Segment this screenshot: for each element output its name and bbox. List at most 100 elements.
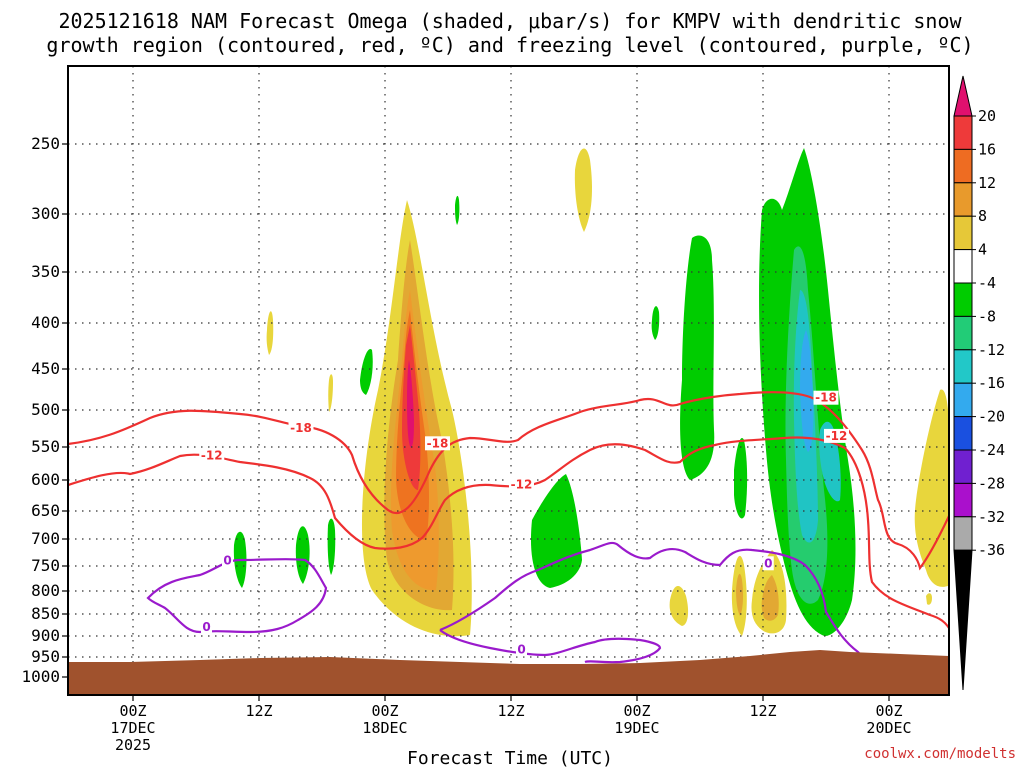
x-tick-label: 00Z (119, 702, 146, 720)
colorbar-segment (953, 349, 973, 384)
credit-text: coolwx.com/modelts (864, 746, 1016, 762)
omega-shade-region (407, 360, 414, 448)
x-tick-label: 2025 (115, 736, 151, 754)
dgz-contour-label: -12 (201, 449, 223, 463)
plot-border (67, 65, 950, 696)
x-tick-label: 19DEC (614, 719, 659, 737)
freezing-level-contour (146, 558, 328, 634)
y-tick-label: 450 (31, 359, 60, 378)
y-tick-label: 550 (31, 437, 60, 456)
y-tick-label: 600 (31, 470, 60, 489)
colorbar-segment (953, 315, 973, 351)
dgz-label-bg (813, 390, 839, 405)
colorbar-label: -16 (978, 374, 1005, 392)
omega-shade-region (926, 593, 932, 605)
y-tick-label: 500 (31, 400, 60, 419)
dgz-contour-label: -18 (815, 391, 837, 405)
colorbar-segment (953, 249, 973, 284)
freezing-label-bg (201, 620, 212, 635)
colorbar-label: 20 (978, 107, 996, 125)
contour-labels: -18 -18 -18 -12 -12 -12 0 0 0 0 (199, 390, 849, 657)
y-tick-label: 1000 (21, 667, 60, 686)
colorbar-label: -24 (978, 441, 1005, 459)
omega-shade-region (800, 330, 814, 452)
y-tick-label: 950 (31, 647, 60, 666)
y-tick-label: 250 (31, 134, 60, 153)
omega-shade-region (734, 438, 748, 519)
y-tick-label: 400 (31, 313, 60, 332)
freezing-label-bg (222, 553, 233, 568)
colorbar-label: -8 (978, 307, 996, 325)
omega-shade-region (736, 573, 744, 616)
freezing-level-contour (439, 629, 662, 664)
omega-shade-region (651, 306, 660, 340)
colorbar-label: -12 (978, 341, 1005, 359)
omega-shade-region (327, 518, 336, 575)
colorbar-label: 8 (978, 207, 987, 225)
freezing-contour-label: 0 (202, 620, 210, 634)
plot-content: -18 -18 -18 -12 -12 -12 0 0 0 0 (68, 66, 949, 695)
y-tick-label: 350 (31, 262, 60, 281)
x-tick-label: 00Z (623, 702, 650, 720)
omega-shade-region (360, 349, 373, 395)
dgz-contour-label: -18 (427, 436, 449, 450)
freezing-label-bg (762, 556, 774, 571)
x-tick-label: 12Z (749, 702, 776, 720)
x-tick-label: 17DEC (110, 719, 155, 737)
omega-shade-region (914, 389, 949, 587)
y-tick-label: 700 (31, 529, 60, 548)
colorbar-segment (953, 148, 973, 184)
dgz-isotherm (68, 436, 949, 629)
ground-terrain (68, 650, 949, 695)
colorbar-segment (953, 182, 973, 217)
freezing-level-contour (439, 541, 876, 671)
colorbar-label: -36 (978, 541, 1005, 559)
dgz-contour-label: -12 (826, 429, 848, 443)
dgz-contour-label: -12 (511, 477, 533, 491)
colorbar: 20 16 12 8 4 -4 -8 -12 -16 -20 -24 -28 -32 -36 (953, 75, 1005, 691)
dgz-contour-label: -18 (290, 421, 312, 435)
freezing-contour-label: 0 (223, 554, 231, 568)
colorbar-segment (953, 215, 973, 251)
x-axis-title: Forecast Time (UTC) (407, 748, 613, 768)
y-tick-label: 900 (31, 626, 60, 645)
chart-title-line1: 2025121618 NAM Forecast Omega (shaded, μ… (58, 9, 962, 33)
omega-shade-region (328, 374, 333, 412)
colorbar-bottom-arrow (953, 549, 973, 691)
colorbar-label: -28 (978, 474, 1005, 492)
y-tick-label: 650 (31, 501, 60, 520)
colorbar-segment (953, 416, 973, 451)
omega-shade-region (680, 235, 715, 480)
x-tick-label: 12Z (245, 702, 272, 720)
colorbar-label: 12 (978, 174, 996, 192)
colorbar-label: 4 (978, 241, 987, 259)
colorbar-segment (953, 449, 973, 484)
colorbar-segment (953, 382, 973, 418)
dgz-label-bg (199, 448, 225, 463)
colorbar-segment (953, 115, 973, 150)
colorbar-label: -32 (978, 508, 1005, 526)
y-tick-label: 300 (31, 204, 60, 223)
y-tick-label: 800 (31, 581, 60, 600)
colorbar-label: -20 (978, 408, 1005, 426)
dgz-label-bg (824, 428, 849, 443)
colorbar-top-arrow (953, 75, 973, 117)
colorbar-label: 16 (978, 140, 996, 158)
omega-shade-region (530, 474, 582, 588)
omega-shade-region (455, 195, 460, 225)
freezing-level-contours (146, 541, 876, 671)
omega-shade-region (295, 526, 310, 584)
x-tick-label: 00Z (371, 702, 398, 720)
dgz-label-bg (425, 436, 450, 451)
dgz-label-bg (288, 420, 314, 435)
omega-shade-region (574, 148, 592, 232)
colorbar-label: -4 (978, 274, 996, 292)
y-tick-label: 750 (31, 556, 60, 575)
colorbar-segment (953, 282, 973, 317)
colorbar-segment (953, 516, 973, 551)
omega-shade-region (761, 575, 779, 621)
y-axis: 250 300 350 400 450 500 550 600 650 700 750 800 850 9… (21, 134, 68, 686)
freezing-contour-label: 0 (764, 556, 772, 570)
